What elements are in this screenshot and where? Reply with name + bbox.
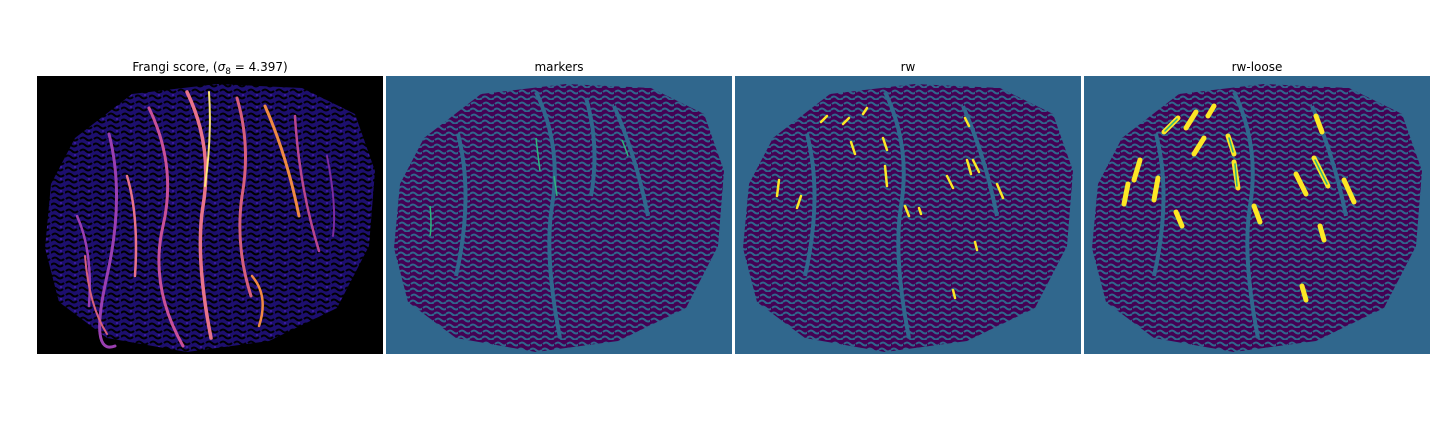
panel-title-frangi: Frangi score, (σ8 = 4.397)	[37, 58, 383, 77]
panel-frangi-score: Frangi score, (σ8 = 4.397)	[37, 58, 383, 354]
title-suffix: = 4.397)	[230, 60, 288, 74]
frangi-image	[37, 76, 383, 354]
title-prefix: Frangi score, (	[132, 60, 218, 74]
rw-loose-image	[1084, 76, 1430, 354]
panel-markers: markers	[386, 58, 732, 354]
title-subscript: 8	[225, 67, 231, 77]
markers-image	[386, 76, 732, 354]
rw-image	[735, 76, 1081, 354]
panel-rw-loose: rw-loose	[1084, 58, 1430, 354]
panel-title-rw: rw	[900, 60, 916, 74]
panel-title-rw-loose: rw-loose	[1231, 60, 1283, 74]
title-sigma: σ	[217, 60, 226, 74]
panel-rw: rw	[735, 58, 1081, 354]
panel-title-markers: markers	[534, 60, 584, 74]
